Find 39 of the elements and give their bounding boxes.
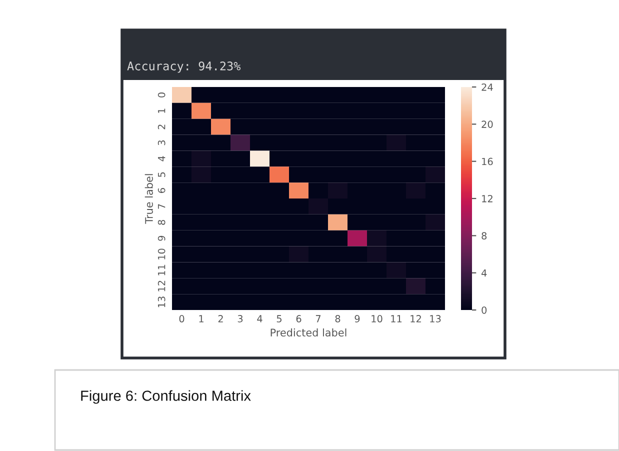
- color-bar-label: 16: [482, 158, 493, 166]
- color-bar-label: 24: [482, 83, 493, 91]
- x-tick-label: 13: [430, 315, 441, 322]
- x-tick-label: 3: [238, 315, 243, 322]
- x-tick-label: 8: [335, 315, 340, 322]
- y-tick-label: 6: [158, 188, 166, 193]
- x-tick-label: 9: [354, 315, 360, 322]
- y-tick-label: 11: [158, 264, 166, 276]
- y-tick-label: 0: [158, 92, 166, 98]
- color-bar-label: 12: [482, 194, 492, 202]
- color-bar-label: 0: [482, 306, 487, 314]
- caption: Figure 6: Confusion Matrix: [81, 390, 251, 404]
- y-tick-label: 3: [158, 140, 166, 146]
- x-tick-label: 5: [276, 315, 282, 322]
- color-bar-label: 20: [482, 120, 493, 128]
- x-tick-label: 12: [410, 315, 421, 322]
- x-tick-label: 2: [218, 315, 223, 322]
- color-bar-label: 8: [482, 232, 487, 240]
- y-tick-label: 10: [158, 248, 166, 260]
- y-tick-label: 7: [158, 204, 166, 209]
- x-tick-label: 7: [316, 315, 321, 322]
- y-tick-label: 12: [158, 280, 166, 292]
- y-tick-label: 9: [158, 236, 166, 241]
- chart-title: Accuracy: 94.23%: [127, 62, 241, 73]
- x-tick-label: 11: [391, 315, 402, 322]
- x-axis-title: Predicted label: [270, 328, 346, 336]
- color-bar-label: 4: [482, 269, 487, 277]
- x-tick-label: 4: [257, 315, 262, 322]
- y-tick-label: 1: [158, 108, 166, 113]
- x-tick-label: 0: [179, 315, 184, 322]
- y-tick-label: 13: [158, 296, 166, 308]
- y-tick-label: 8: [158, 220, 166, 225]
- x-tick-label: 10: [372, 315, 382, 322]
- y-tick-label: 5: [158, 172, 166, 177]
- x-tick-label: 1: [199, 315, 204, 322]
- y-tick-label: 2: [158, 124, 166, 130]
- x-tick-label: 6: [296, 315, 302, 322]
- y-axis-title: True label: [144, 174, 153, 224]
- y-tick-label: 4: [158, 156, 166, 162]
